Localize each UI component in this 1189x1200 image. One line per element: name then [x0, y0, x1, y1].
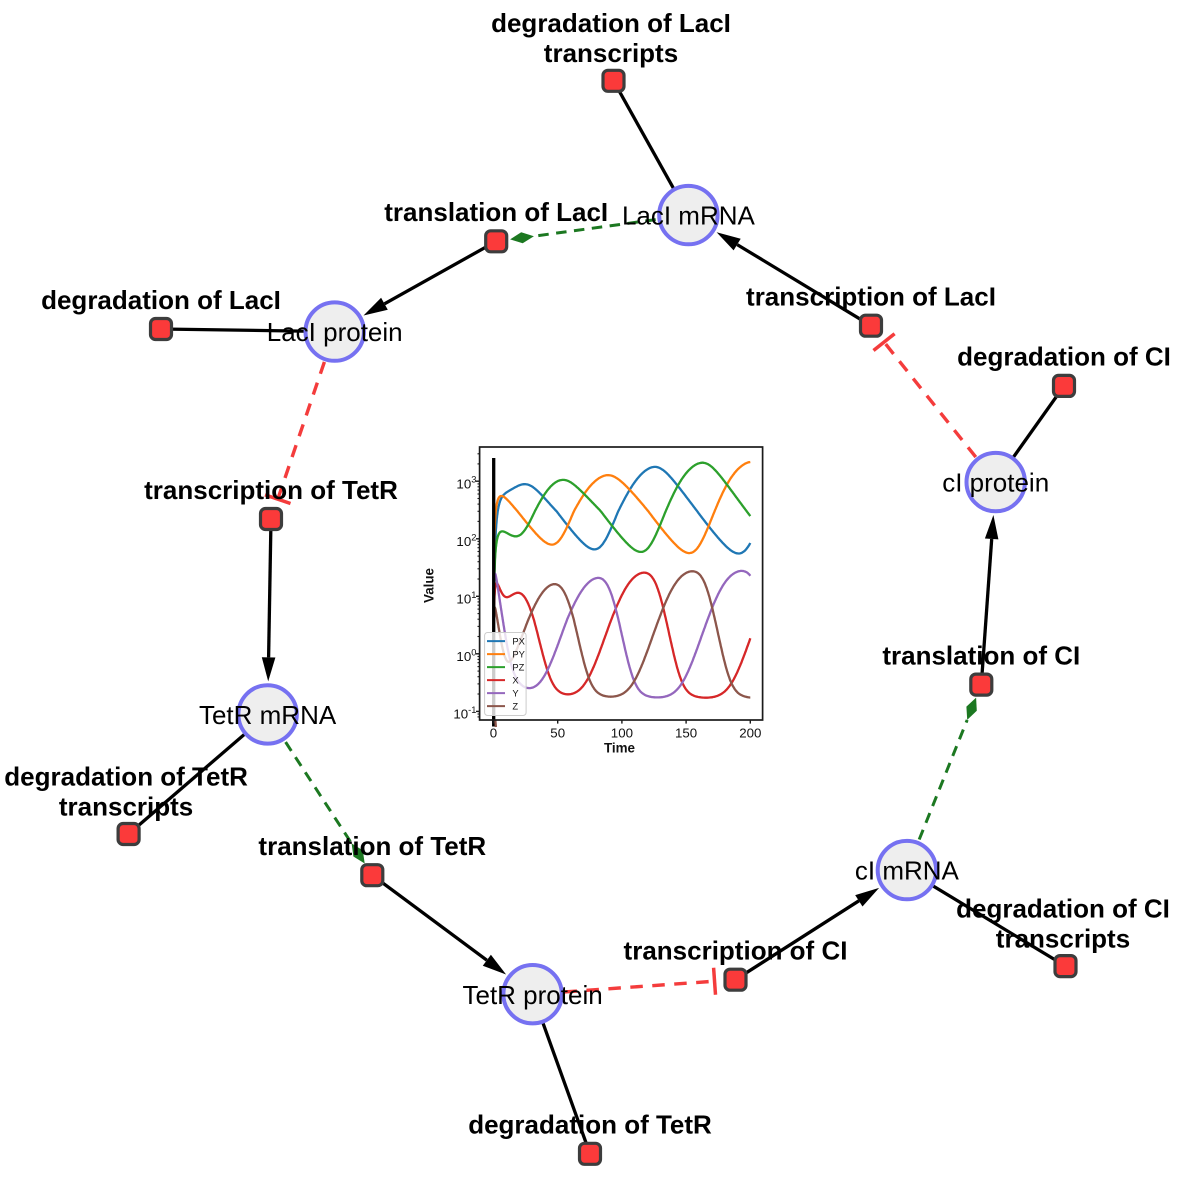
svg-text:PX: PX	[512, 636, 525, 647]
svg-text:TetR protein: TetR protein	[463, 980, 603, 1010]
svg-text:100: 100	[456, 647, 476, 664]
svg-text:cI mRNA: cI mRNA	[855, 856, 960, 886]
svg-text:LacI protein: LacI protein	[267, 317, 403, 347]
svg-text:TetR mRNA: TetR mRNA	[199, 700, 337, 730]
svg-text:transcripts: transcripts	[996, 923, 1130, 953]
svg-text:degradation of TetR: degradation of TetR	[468, 1110, 712, 1140]
svg-text:transcripts: transcripts	[59, 791, 193, 821]
svg-text:degradation of LacI: degradation of LacI	[491, 8, 731, 38]
svg-text:10-1: 10-1	[453, 705, 476, 722]
svg-text:Time: Time	[604, 741, 635, 756]
svg-text:X: X	[512, 675, 519, 686]
svg-text:Value: Value	[422, 568, 437, 603]
svg-text:0: 0	[490, 725, 497, 740]
svg-text:103: 103	[456, 475, 476, 492]
svg-text:transcription of TetR: transcription of TetR	[144, 475, 398, 505]
svg-text:transcripts: transcripts	[544, 38, 678, 68]
svg-text:degradation of LacI: degradation of LacI	[41, 285, 281, 315]
svg-text:PY: PY	[512, 649, 525, 660]
svg-text:degradation of TetR: degradation of TetR	[4, 761, 248, 791]
svg-text:transcription of CI: transcription of CI	[624, 936, 848, 966]
svg-text:Y: Y	[512, 688, 519, 699]
svg-text:102: 102	[456, 532, 476, 549]
svg-text:Z: Z	[512, 701, 518, 712]
svg-text:translation of CI: translation of CI	[882, 640, 1080, 670]
svg-text:cI protein: cI protein	[942, 468, 1049, 498]
svg-text:LacI mRNA: LacI mRNA	[622, 201, 756, 231]
svg-text:150: 150	[675, 725, 697, 740]
svg-text:translation of LacI: translation of LacI	[384, 197, 608, 227]
svg-text:200: 200	[739, 725, 761, 740]
svg-text:100: 100	[611, 725, 633, 740]
svg-text:degradation of CI: degradation of CI	[956, 893, 1170, 923]
svg-text:translation of TetR: translation of TetR	[258, 831, 486, 861]
svg-text:101: 101	[456, 590, 476, 607]
svg-text:degradation of CI: degradation of CI	[957, 342, 1171, 372]
svg-text:PZ: PZ	[512, 662, 524, 673]
svg-text:transcription of LacI: transcription of LacI	[746, 282, 996, 312]
svg-text:50: 50	[550, 725, 565, 740]
